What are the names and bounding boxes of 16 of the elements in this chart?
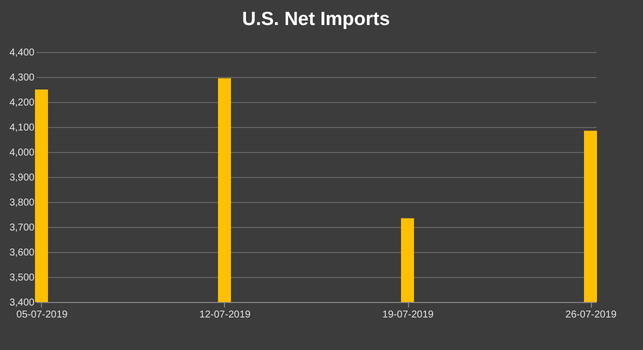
x-tick-label: 05-07-2019 [16,310,68,320]
chart-title: U.S. Net Imports [242,9,390,30]
x-tick-label: 26-07-2019 [565,310,618,320]
y-tick-label: 3,900 [9,172,35,184]
x-tick-label: 12-07-2019 [199,310,252,320]
y-tick-label: 3,700 [9,222,35,234]
y-tick-label: 4,400 [9,48,35,58]
y-tick-label: 3,800 [9,198,35,208]
y-tick-label: 4,300 [9,72,35,84]
y-tick-label: 3,600 [9,248,35,258]
y-tick-label: 3,400 [9,298,35,308]
y-tick-label: 4,000 [9,148,35,158]
x-tick-label: 19-07-2019 [382,310,434,320]
y-tick-label: 4,100 [9,122,35,134]
y-tick-label: 3,500 [9,272,35,284]
y-tick-label: 4,200 [9,98,35,108]
